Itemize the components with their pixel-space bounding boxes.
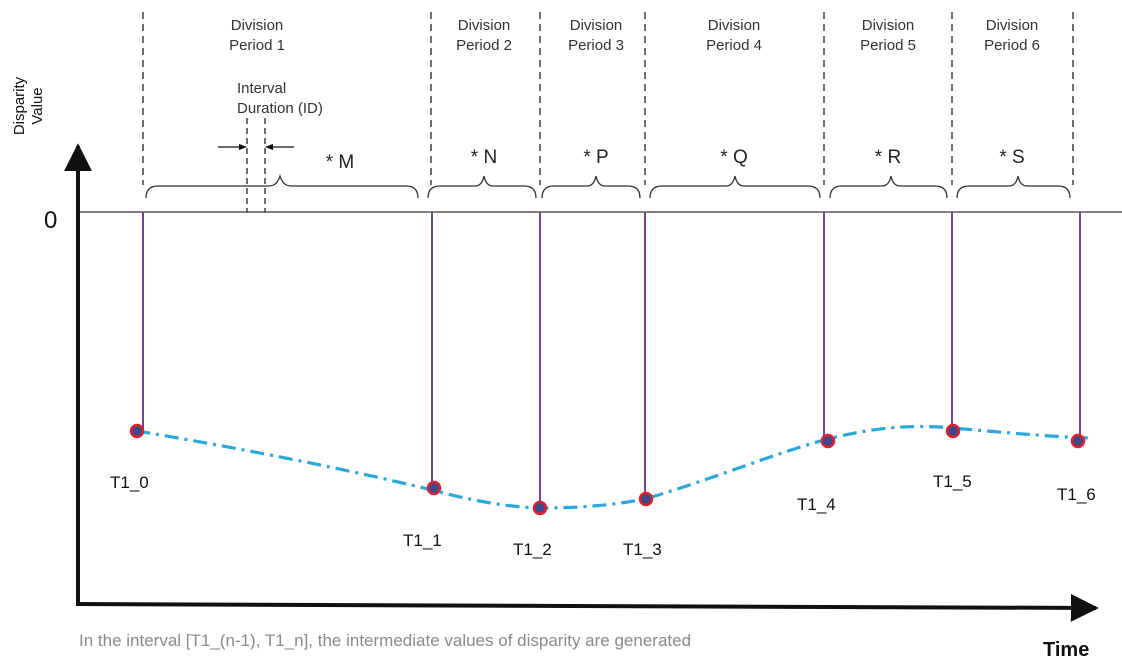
symbol-q: * Q — [720, 147, 747, 168]
x-axis — [75, 593, 1099, 622]
symbol-m: * M — [326, 152, 355, 173]
point-t1-4 — [820, 433, 836, 449]
symbol-s: * S — [999, 147, 1024, 168]
label-t1-5: T1_5 — [933, 472, 972, 491]
point-t1-6 — [1070, 433, 1086, 449]
period-2-line2: Period 2 — [456, 37, 512, 54]
period-2-line1: Division — [458, 17, 511, 34]
label-t1-0: T1_0 — [110, 473, 149, 492]
y-axis-label-line2: Value — [29, 87, 46, 124]
caption: In the interval [T1_(n-1), T1_n], the in… — [79, 631, 691, 650]
period-3-line2: Period 3 — [568, 37, 624, 54]
y-axis-label-line1: Disparity — [11, 76, 28, 135]
label-t1-4: T1_4 — [797, 495, 836, 514]
period-5-line2: Period 5 — [860, 37, 916, 54]
period-6-line1: Division — [986, 17, 1039, 34]
point-t1-0 — [129, 423, 145, 439]
brace-period-2 — [427, 175, 537, 199]
label-t1-1: T1_1 — [403, 531, 442, 550]
period-5-line1: Division — [862, 17, 915, 34]
disparity-curve — [136, 424, 1089, 510]
brace-period-3 — [541, 175, 641, 199]
symbol-p: * P — [583, 147, 608, 168]
period-4-line1: Division — [708, 17, 761, 34]
period-6-line2: Period 6 — [984, 37, 1040, 54]
interval-duration-line1: Interval — [237, 80, 286, 97]
symbol-n: * N — [471, 147, 497, 168]
label-t1-6: T1_6 — [1057, 485, 1096, 504]
brace-period-4 — [649, 175, 821, 199]
point-t1-3 — [638, 491, 654, 507]
label-t1-3: T1_3 — [623, 540, 662, 559]
zero-label: 0 — [44, 207, 57, 234]
label-t1-2: T1_2 — [513, 540, 552, 559]
period-1-line1: Division — [231, 17, 284, 34]
period-3-line1: Division — [570, 17, 623, 34]
point-t1-1 — [426, 480, 442, 496]
point-t1-5 — [945, 423, 961, 439]
interval-duration-line2: Duration (ID) — [237, 100, 323, 117]
x-axis-label: Time — [1043, 639, 1089, 661]
point-t1-2 — [532, 500, 548, 516]
symbol-r: * R — [875, 147, 901, 168]
period-1-line2: Period 1 — [229, 37, 285, 54]
period-4-line2: Period 4 — [706, 37, 762, 54]
brace-period-1 — [145, 173, 419, 199]
brace-period-6 — [956, 175, 1071, 199]
brace-period-5 — [829, 175, 948, 199]
